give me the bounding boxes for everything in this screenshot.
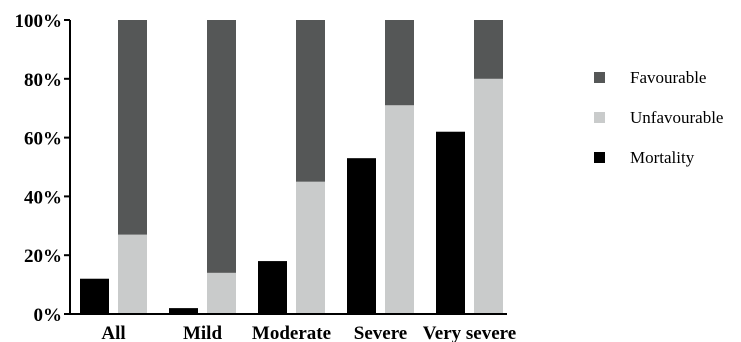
legend: Favourable Unfavourable Mortality <box>594 68 723 167</box>
bar-unfavourable-severe <box>385 105 414 314</box>
y-tick-label: 80% <box>24 70 62 91</box>
bar-unfavourable-very-severe <box>474 78 503 314</box>
legend-label-mortality: Mortality <box>630 148 695 167</box>
legend-swatch-unfavourable <box>594 112 605 123</box>
x-tick-label: Very severe <box>423 323 516 342</box>
y-tick-label: 0% <box>34 305 63 326</box>
bar-mortality-moderate <box>258 261 287 314</box>
bar-mortality-mild <box>169 308 198 314</box>
y-tick-label: 20% <box>24 246 62 267</box>
x-tick-label: All <box>101 323 125 342</box>
bar-unfavourable-moderate <box>296 181 325 314</box>
legend-label-unfavourable: Unfavourable <box>630 108 723 127</box>
legend-swatch-favourable <box>594 72 605 83</box>
bar-favourable-moderate <box>296 20 325 182</box>
bar-favourable-severe <box>385 20 414 106</box>
x-tick-label: Severe <box>354 323 407 342</box>
legend-label-favourable: Favourable <box>630 68 706 87</box>
legend-swatch-mortality <box>594 152 605 163</box>
bar-mortality-severe <box>347 158 376 314</box>
bars <box>80 20 503 314</box>
x-tick-label: Mild <box>183 323 222 342</box>
bar-unfavourable-all <box>118 234 147 314</box>
x-axis: All Mild Moderate Severe Very severe <box>69 313 516 342</box>
y-tick-label: 40% <box>24 187 62 208</box>
y-tick-label: 100% <box>15 11 63 32</box>
bar-mortality-all <box>80 278 109 314</box>
y-tick-label: 60% <box>24 129 62 150</box>
bar-favourable-very-severe <box>474 20 503 79</box>
bar-favourable-all <box>118 20 147 235</box>
y-axis: 0% 20% 40% 60% 80% 100% <box>15 11 71 326</box>
bar-favourable-mild <box>207 20 236 273</box>
bar-mortality-very-severe <box>436 131 465 314</box>
x-tick-label: Moderate <box>252 323 331 342</box>
bar-unfavourable-mild <box>207 272 236 314</box>
